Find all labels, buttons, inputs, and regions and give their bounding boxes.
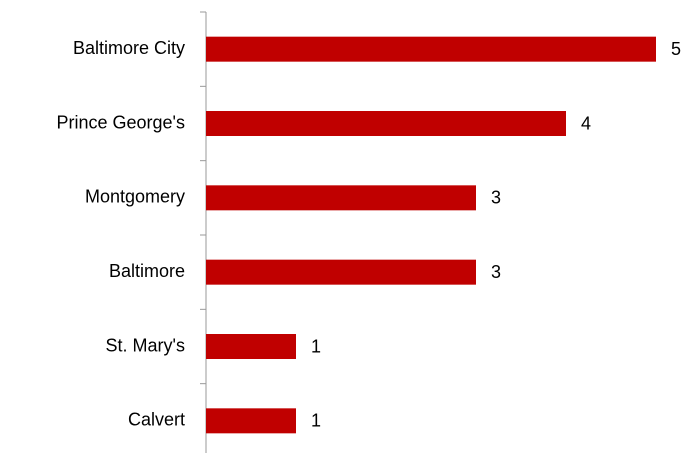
y-tick-label: Baltimore City: [73, 38, 185, 58]
data-label: 4: [581, 113, 591, 133]
bar: [206, 111, 566, 136]
y-tick-label: Prince George's: [57, 112, 186, 132]
bar: [206, 36, 656, 62]
y-tick-label: St. Mary's: [106, 335, 185, 355]
bar: [206, 259, 476, 285]
data-label: 3: [491, 262, 501, 282]
y-tick-label: Calvert: [128, 410, 185, 430]
bar: [206, 334, 296, 359]
data-label: 1: [311, 411, 321, 431]
data-label: 5: [671, 39, 681, 59]
bar: [206, 408, 296, 434]
data-label: 3: [491, 188, 501, 208]
y-tick-label: Baltimore: [109, 261, 185, 281]
bar: [206, 185, 476, 211]
y-tick-label: Montgomery: [85, 187, 185, 207]
data-label: 1: [311, 336, 321, 356]
